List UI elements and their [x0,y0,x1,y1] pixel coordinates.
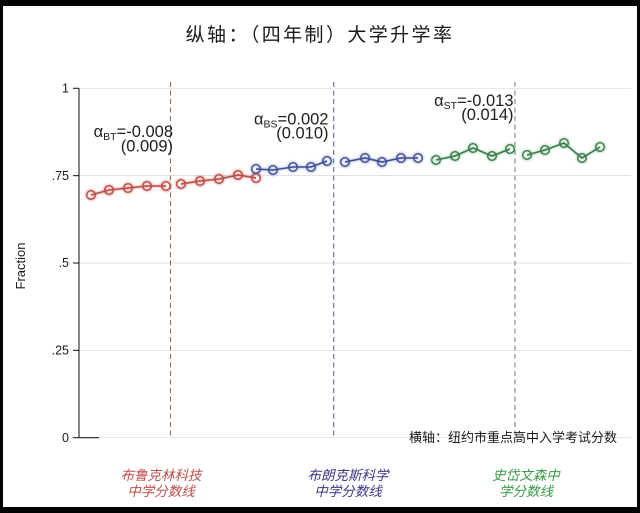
svg-text:史岱文森中: 史岱文森中 [492,468,561,483]
svg-text:.25: .25 [52,344,69,358]
svg-text:布朗克斯科学: 布朗克斯科学 [308,468,390,483]
svg-text:中学分数线: 中学分数线 [314,484,383,499]
svg-text:.5: .5 [59,256,69,270]
svg-text:1: 1 [62,82,69,96]
svg-text:(0.009): (0.009) [121,138,173,156]
svg-text:横轴：纽约市重点高中入学考试分数: 横轴：纽约市重点高中入学考试分数 [409,430,617,445]
svg-text:0: 0 [62,431,69,445]
svg-text:布鲁克林科技: 布鲁克林科技 [121,468,203,483]
svg-text:中学分数线: 中学分数线 [127,484,196,499]
svg-text:(0.014): (0.014) [461,106,513,124]
svg-text:(0.010): (0.010) [276,125,328,143]
svg-text:.75: .75 [52,169,69,183]
svg-text:学分数线: 学分数线 [499,484,554,499]
svg-text:Fraction: Fraction [13,243,28,290]
